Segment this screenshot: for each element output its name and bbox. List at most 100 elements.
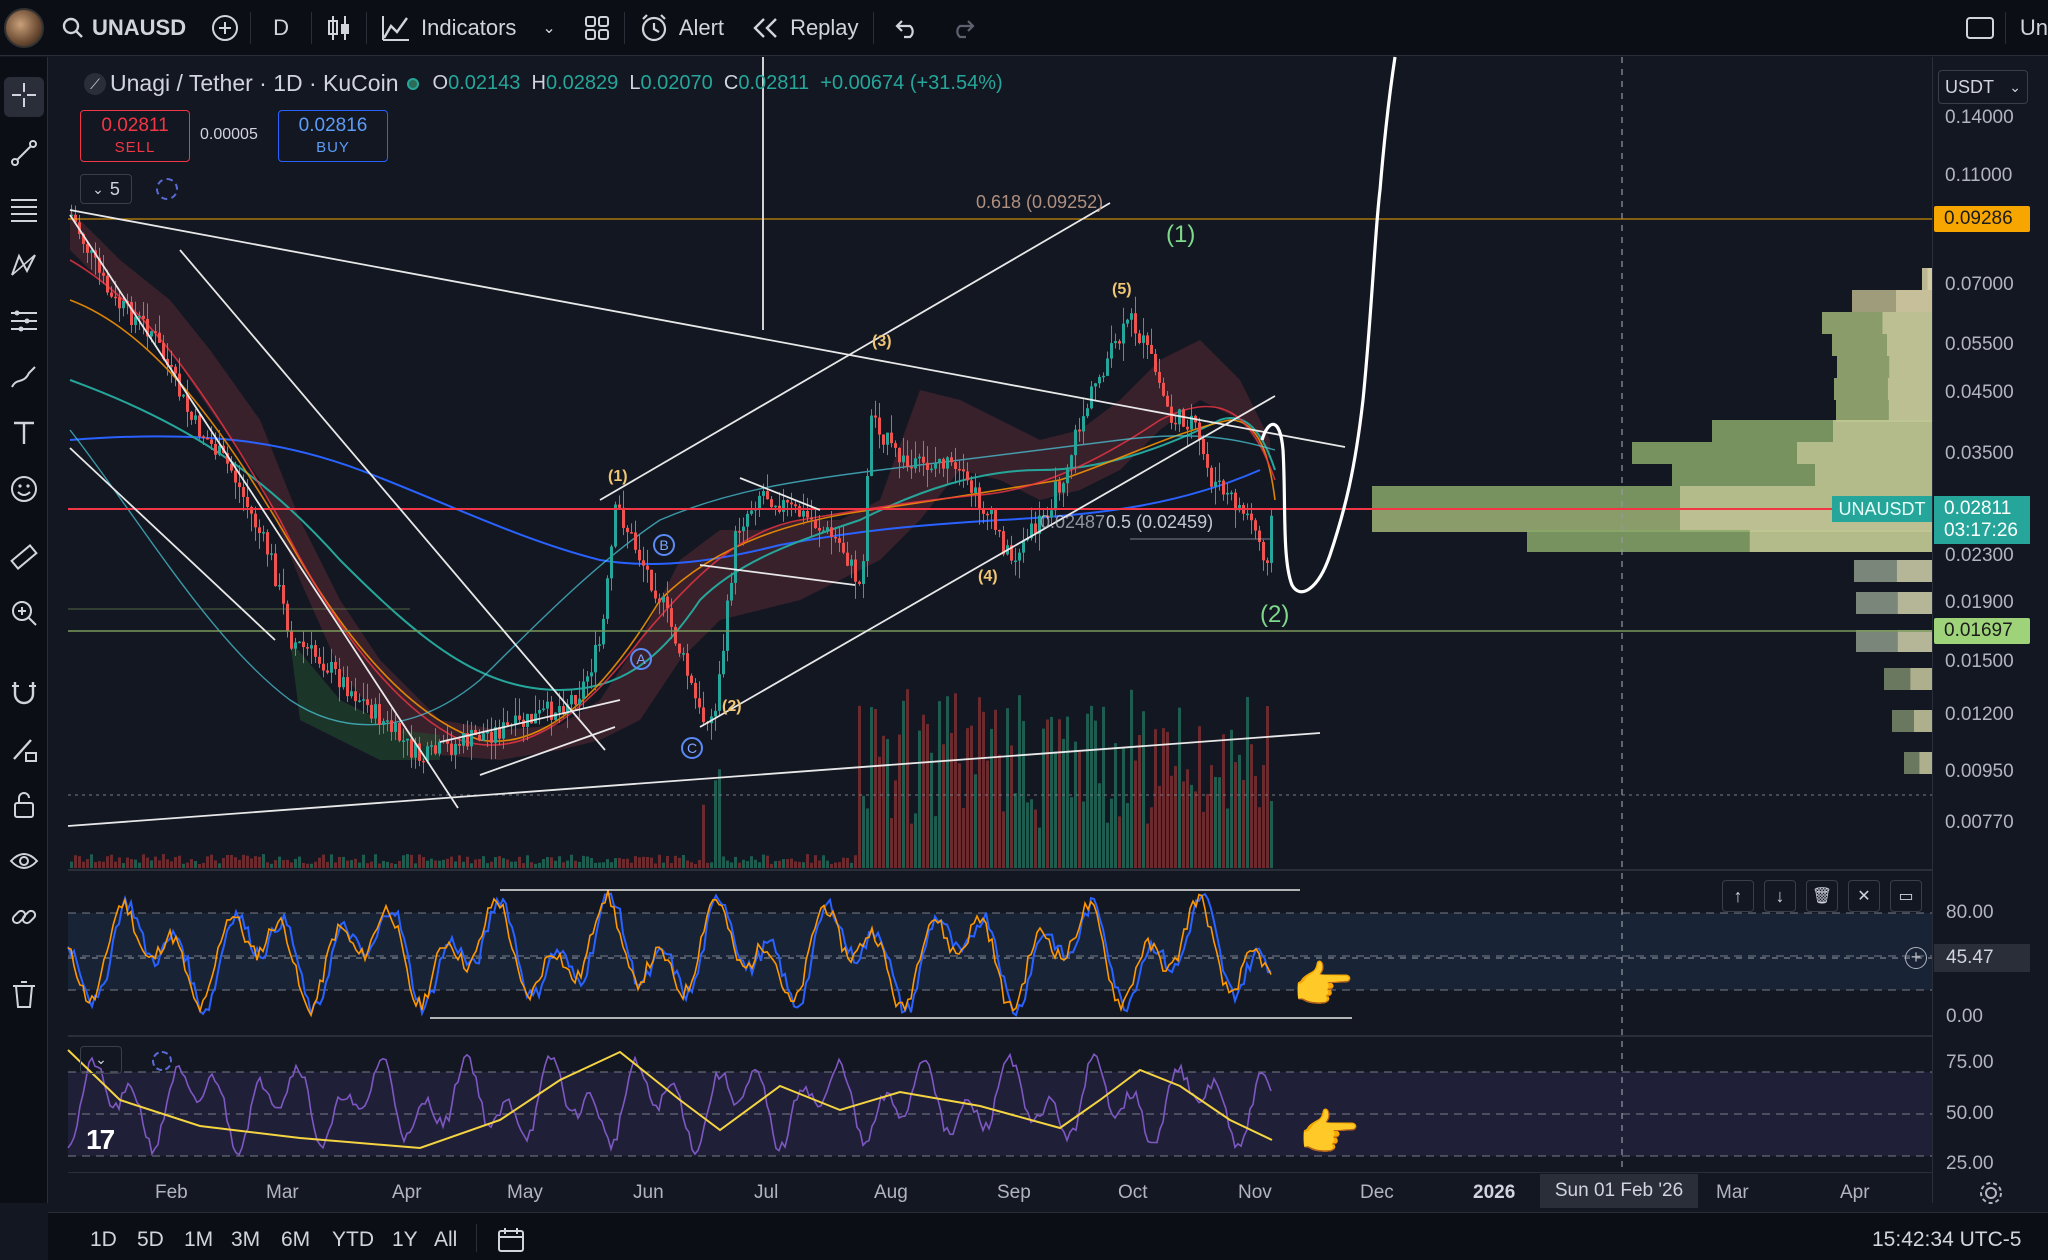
goto-date-button[interactable] bbox=[496, 1226, 526, 1259]
range-5d[interactable]: 5D bbox=[137, 1228, 164, 1251]
candle-body bbox=[866, 475, 869, 562]
avatar[interactable] bbox=[4, 7, 44, 48]
volume-bar bbox=[222, 857, 225, 868]
range-1y[interactable]: 1Y bbox=[392, 1228, 418, 1251]
text-tool[interactable] bbox=[4, 415, 44, 455]
pane-delete-button[interactable]: 🗑 bbox=[1806, 880, 1838, 912]
volume-bar bbox=[1154, 729, 1157, 868]
candle-body bbox=[790, 502, 793, 505]
volume-bar bbox=[886, 739, 889, 868]
volume-bar bbox=[1078, 751, 1081, 868]
candle-body bbox=[446, 740, 449, 744]
undo-button[interactable] bbox=[874, 0, 940, 56]
layouts-button[interactable] bbox=[570, 0, 624, 56]
wave-label-a: A bbox=[630, 648, 652, 670]
redo-button[interactable] bbox=[940, 0, 986, 56]
volume-bar bbox=[282, 860, 285, 868]
sync-icon[interactable] bbox=[152, 1051, 172, 1071]
replay-button[interactable]: Replay bbox=[738, 0, 872, 56]
sell-button[interactable]: 0.02811 SELL bbox=[80, 110, 190, 162]
range-ytd[interactable]: YTD bbox=[332, 1228, 374, 1251]
hide-drawings-tool[interactable] bbox=[4, 843, 44, 883]
volume-bar bbox=[350, 860, 353, 868]
candle-body bbox=[1054, 481, 1057, 511]
pane-collapse-button[interactable]: ✕ bbox=[1848, 880, 1880, 912]
remove-drawings-tool[interactable] bbox=[4, 977, 44, 1017]
sync-icon[interactable] bbox=[156, 178, 178, 200]
trendline-tool[interactable] bbox=[4, 135, 44, 175]
indicators-button[interactable]: Indicators ⌄ bbox=[367, 0, 570, 56]
fullscreen-button[interactable] bbox=[1955, 0, 2005, 56]
forecast-tool[interactable] bbox=[4, 303, 44, 343]
pattern-tool[interactable] bbox=[4, 247, 44, 287]
range-1m[interactable]: 1M bbox=[184, 1228, 214, 1251]
pane-maximize-button[interactable]: ▭ bbox=[1890, 880, 1922, 912]
interval-button[interactable]: D bbox=[273, 14, 290, 40]
chart-type-button[interactable] bbox=[312, 0, 366, 56]
pane-down-button[interactable]: ↓ bbox=[1764, 880, 1796, 912]
range-1d[interactable]: 1D bbox=[90, 1228, 117, 1251]
magnet-tool[interactable] bbox=[4, 675, 44, 715]
volume-profile-row bbox=[1910, 668, 1932, 690]
candle-body bbox=[1238, 505, 1241, 511]
volume-bar bbox=[1270, 801, 1273, 868]
candle-body bbox=[186, 394, 189, 412]
chevron-down-icon[interactable]: ⌄ bbox=[542, 19, 556, 37]
price-tick: 0.03500 bbox=[1945, 443, 2014, 464]
crosshair-add-button[interactable]: + bbox=[1905, 947, 1927, 969]
candle-body bbox=[1010, 545, 1013, 561]
volume-bar bbox=[358, 862, 361, 868]
zoom-in-tool[interactable] bbox=[4, 595, 44, 635]
candle-body bbox=[110, 292, 113, 297]
candle-body bbox=[354, 691, 357, 702]
candle-body bbox=[934, 463, 937, 469]
text-icon bbox=[11, 419, 37, 452]
magnet-icon bbox=[10, 678, 38, 713]
candle-body bbox=[1122, 323, 1125, 344]
indicators-collapse-button[interactable]: ⌄ 5 bbox=[80, 174, 132, 204]
right-panel-tab[interactable]: Un bbox=[2019, 14, 2048, 40]
buy-button[interactable]: 0.02816 BUY bbox=[278, 110, 388, 162]
crosshair-tool[interactable] bbox=[4, 77, 44, 117]
compare-button[interactable] bbox=[200, 0, 250, 56]
projection-path[interactable] bbox=[1260, 56, 1397, 594]
symbol-search[interactable]: UNAUSD bbox=[58, 0, 200, 56]
volume-bar bbox=[118, 857, 121, 868]
settings-icon[interactable] bbox=[1978, 1180, 2004, 1211]
fib-tool[interactable] bbox=[4, 191, 44, 231]
time-axis[interactable] bbox=[68, 1172, 1932, 1212]
volume-bar bbox=[542, 859, 545, 868]
trend-lines[interactable] bbox=[67, 57, 1346, 827]
clock[interactable]: 15:42:34 UTC-5 bbox=[1872, 1228, 2022, 1251]
ruler-tool[interactable] bbox=[4, 539, 44, 579]
volume-bar bbox=[826, 860, 829, 868]
candle-body bbox=[1042, 515, 1045, 518]
currency-select[interactable]: USDT ⌄ bbox=[1938, 70, 2028, 104]
sync-drawings-tool[interactable] bbox=[4, 899, 44, 939]
candle-body bbox=[1058, 481, 1061, 493]
range-all[interactable]: All bbox=[434, 1228, 458, 1251]
rsi-collapse-button[interactable]: ⌄ bbox=[80, 1046, 122, 1074]
volume-bar bbox=[678, 857, 681, 868]
range-3m[interactable]: 3M bbox=[231, 1228, 261, 1251]
divider bbox=[250, 11, 252, 44]
alert-button[interactable]: Alert bbox=[625, 0, 738, 56]
candle-body bbox=[534, 713, 537, 724]
pane-up-button[interactable]: ↑ bbox=[1722, 880, 1754, 912]
volume-bar bbox=[1190, 784, 1193, 868]
volume-bars bbox=[70, 689, 1273, 868]
emoji-tool[interactable] bbox=[4, 471, 44, 511]
volume-bar bbox=[426, 860, 429, 868]
tradingview-logo[interactable]: 17 bbox=[86, 1124, 115, 1155]
stay-in-drawing-tool[interactable] bbox=[4, 731, 44, 771]
volume-bar bbox=[702, 804, 705, 868]
lock-tool[interactable] bbox=[4, 787, 44, 827]
candle-body bbox=[650, 569, 653, 591]
candle-body bbox=[418, 743, 421, 761]
volume-bar bbox=[438, 860, 441, 868]
volume-bar bbox=[94, 862, 97, 868]
range-6m[interactable]: 6M bbox=[281, 1228, 311, 1251]
brush-tool[interactable] bbox=[4, 359, 44, 399]
legend-title[interactable]: Unagi / Tether · 1D · KuCoin bbox=[110, 70, 399, 96]
